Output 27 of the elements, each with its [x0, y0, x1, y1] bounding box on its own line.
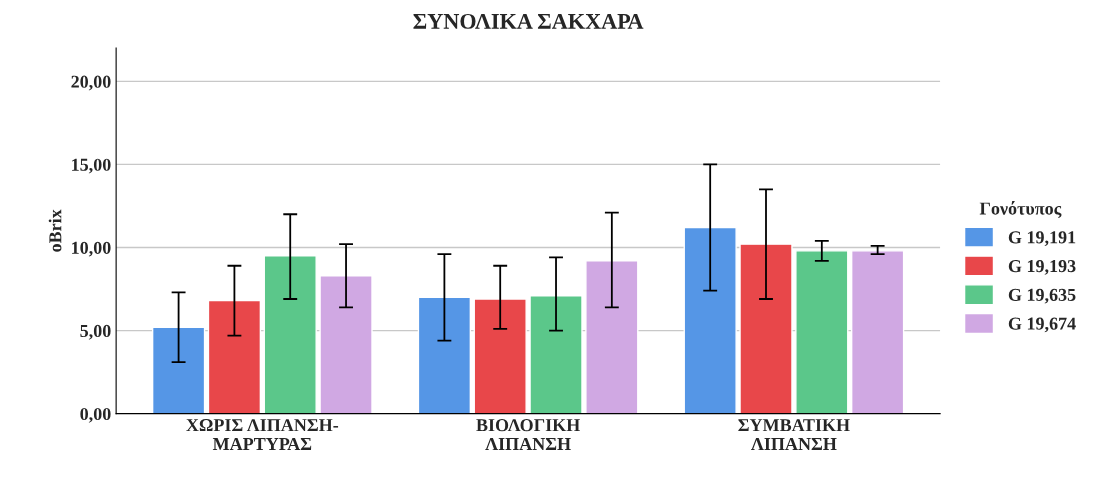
bar: [263, 255, 317, 414]
legend-label: G 19,635: [1008, 288, 1076, 304]
legend-label: G 19,674: [1008, 317, 1076, 333]
y-tick-label: 10,00: [72, 241, 111, 257]
x-tick-label: ΧΩΡΙΣ ΛΙΠΑΝΣΗ- ΜΑΡΤΥΡΑΣ: [186, 419, 339, 450]
bar: [529, 294, 583, 414]
bar: [319, 275, 373, 414]
chart-title: ΣΥΝΟΛΙΚΑ ΣΑΚΧΑΡΑ: [413, 13, 644, 29]
bar: [473, 298, 527, 414]
legend-title: Γονότυπος: [979, 201, 1062, 218]
bar: [585, 260, 639, 414]
y-tick-label: 20,00: [71, 75, 111, 91]
y-tick-label: 5,00: [80, 324, 111, 340]
bar: [417, 296, 472, 414]
bar: [739, 243, 793, 414]
bar: [795, 250, 849, 414]
legend-label: G 19,191: [1008, 231, 1076, 247]
y-axis-title: oBrix: [48, 209, 62, 252]
bar: [207, 299, 262, 414]
y-tick-label: 0,00: [80, 407, 111, 423]
bar: [850, 250, 905, 414]
x-tick-label: ΣΥΜΒΑΤΙΚΗ ΛΙΠΑΝΣΗ: [738, 419, 850, 450]
y-tick-label: 15,00: [72, 158, 111, 174]
bar: [683, 226, 737, 414]
bar: [151, 326, 206, 414]
x-tick-label: ΒΙΟΛΟΓΙΚΗ ΛΙΠΑΝΣΗ: [476, 419, 580, 450]
legend-label: G 19,193: [1008, 260, 1076, 275]
